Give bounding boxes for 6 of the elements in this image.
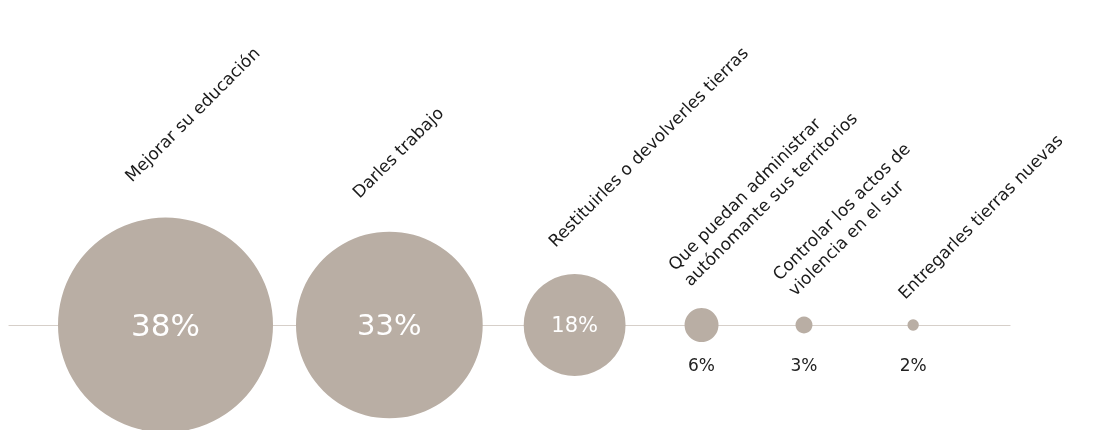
data-label: 18% <box>551 313 598 337</box>
data-label: 3% <box>790 354 818 375</box>
data-label: 38% <box>131 307 200 343</box>
data-label: 33% <box>357 308 422 342</box>
data-label: 6% <box>688 354 716 375</box>
data-label: 2% <box>899 354 927 375</box>
